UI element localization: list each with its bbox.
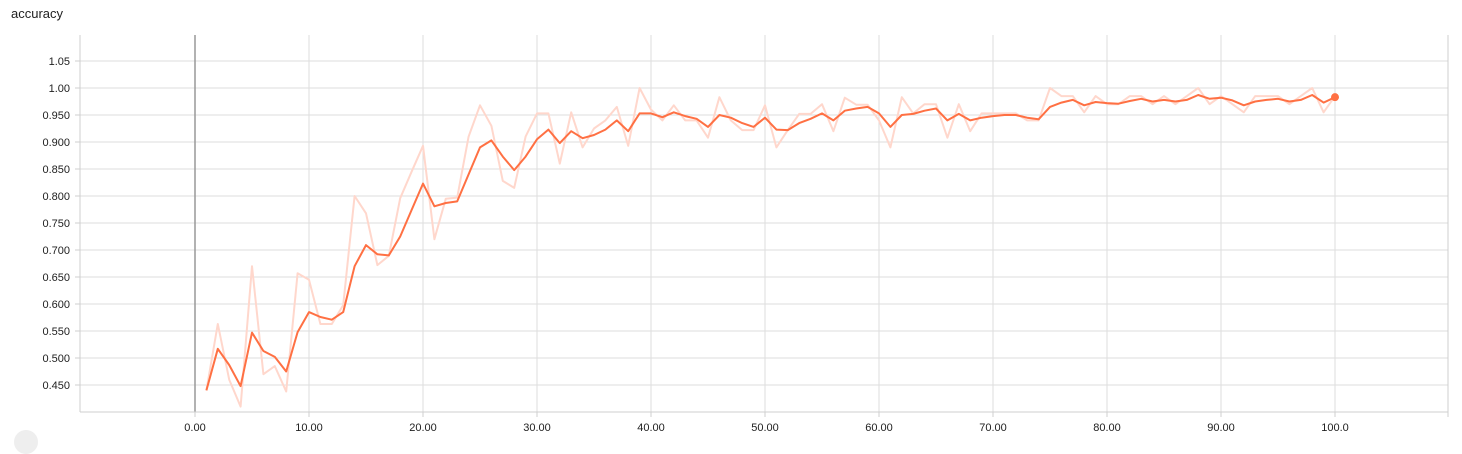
y-tick-label: 1.00 <box>49 83 70 95</box>
x-tick-label: 80.00 <box>1093 422 1121 434</box>
x-tick-label: 10.00 <box>295 422 323 434</box>
x-tick-label: 20.00 <box>409 422 437 434</box>
smoothed-series-line <box>205 94 1336 391</box>
x-tick-label: 30.00 <box>523 422 551 434</box>
series <box>205 87 1339 408</box>
x-tick-label: 100.0 <box>1321 422 1349 434</box>
y-tick-label: 0.950 <box>42 110 70 122</box>
y-tick-label: 0.500 <box>42 353 70 365</box>
y-tick-label: 0.550 <box>42 326 70 338</box>
x-tick-label: 50.00 <box>751 422 779 434</box>
y-tick-label: 0.800 <box>42 191 70 203</box>
x-tick-label: 40.00 <box>637 422 665 434</box>
chart-title: accuracy <box>11 6 64 21</box>
y-tick-label: 0.650 <box>42 272 70 284</box>
expand-button[interactable] <box>14 430 38 454</box>
x-tick-label: 70.00 <box>979 422 1007 434</box>
axes: 0.450 0.500 0.550 0.600 0.650 0.700 0.750 0.800… <box>42 35 1449 434</box>
y-tick-label: 0.700 <box>42 245 70 257</box>
x-tick-label: 60.00 <box>865 422 893 434</box>
accuracy-chart: 0.450 0.500 0.550 0.600 0.650 0.700 0.750 0.800… <box>42 35 1449 434</box>
grid <box>80 35 1448 412</box>
raw-series-line <box>205 87 1336 408</box>
y-tick-label: 0.900 <box>42 137 70 149</box>
y-tick-label: 0.600 <box>42 299 70 311</box>
y-tick-label: 1.05 <box>49 56 70 68</box>
x-tick-label: 90.00 <box>1207 422 1235 434</box>
y-tick-label: 0.750 <box>42 218 70 230</box>
x-tick-label: 0.00 <box>184 422 205 434</box>
y-tick-label: 0.450 <box>42 380 70 392</box>
y-tick-label: 0.850 <box>42 164 70 176</box>
last-point-marker <box>1331 93 1339 102</box>
